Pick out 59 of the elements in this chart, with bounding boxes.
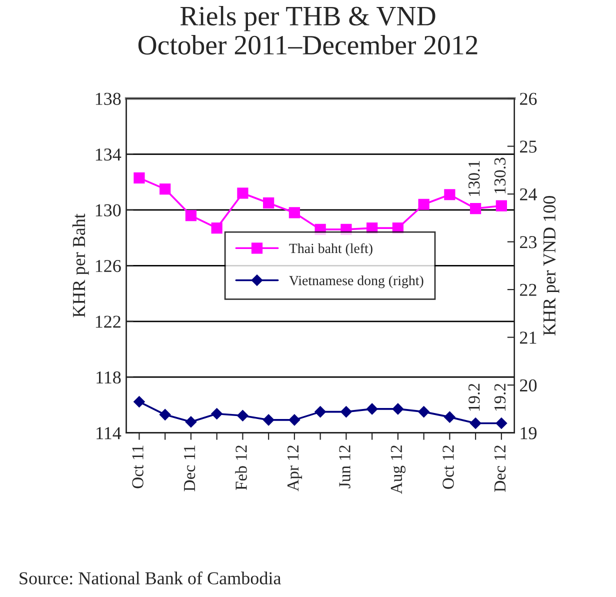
point <box>444 189 456 200</box>
x-tick-label: Oct 11 <box>132 446 144 488</box>
y-tick-label: 134 <box>96 148 122 161</box>
chart-title: Riels per THB & VND October 2011–December 2012 <box>138 6 478 55</box>
point <box>263 197 274 209</box>
point <box>418 198 430 210</box>
x-tick-label: Dec 12 <box>494 446 506 492</box>
y2-tick-label: 23 <box>520 236 537 248</box>
data-label: 130.3 <box>494 158 506 194</box>
point <box>237 188 248 199</box>
y2-tick-label: 20 <box>520 379 537 392</box>
data-label: 19.2 <box>494 384 506 411</box>
x-tick-label: Jun 12 <box>339 446 350 488</box>
y-tick-label: 118 <box>96 371 121 384</box>
point <box>470 202 482 214</box>
point <box>211 408 222 420</box>
point <box>134 396 145 408</box>
y2-axis-title: KHR per VND 100 <box>543 196 560 336</box>
y-tick-label: 126 <box>96 260 121 272</box>
y2-tick-label: 26 <box>520 92 537 105</box>
source-note: Source: National Bank of Cambodia <box>20 571 281 584</box>
point <box>314 406 326 418</box>
x-tick-label: Aug 12 <box>390 446 406 494</box>
point <box>159 409 171 420</box>
point <box>366 403 378 415</box>
x-tick-label: Apr 12 <box>287 446 302 492</box>
y-tick-label: 138 <box>96 92 121 105</box>
y-tick-label: 122 <box>96 316 120 328</box>
point <box>288 207 300 218</box>
point <box>444 411 456 423</box>
y2-tick-label: 19 <box>520 427 537 440</box>
point <box>288 414 300 426</box>
y2-tick-label: 24 <box>520 188 537 200</box>
y-axis-title: KHR per Baht <box>72 214 89 318</box>
x-tick-label: Oct 12 <box>442 446 454 489</box>
y-tick-label: 114 <box>96 427 122 440</box>
legend-label: Thai baht (left) <box>289 243 372 256</box>
y-tick-label: 130 <box>96 204 121 216</box>
data-label: 130.1 <box>468 160 480 196</box>
point <box>262 414 274 426</box>
point <box>185 416 197 428</box>
point <box>340 406 352 418</box>
x-tick-label: Feb 12 <box>235 446 247 490</box>
point <box>160 183 171 195</box>
x-tick-label: Dec 11 <box>184 446 196 492</box>
point <box>185 210 197 222</box>
y2-tick-label: 25 <box>520 140 537 153</box>
point <box>237 410 248 422</box>
point <box>470 418 482 429</box>
point <box>134 172 145 184</box>
point <box>392 403 404 415</box>
point <box>211 222 222 234</box>
data-label: 19.2 <box>468 384 480 411</box>
y2-tick-label: 21 <box>520 332 536 344</box>
legend-label: Vietnamese dong (right) <box>289 275 424 288</box>
point <box>496 418 508 429</box>
point <box>418 406 430 418</box>
y2-tick-label: 22 <box>520 284 536 296</box>
point <box>496 200 507 212</box>
